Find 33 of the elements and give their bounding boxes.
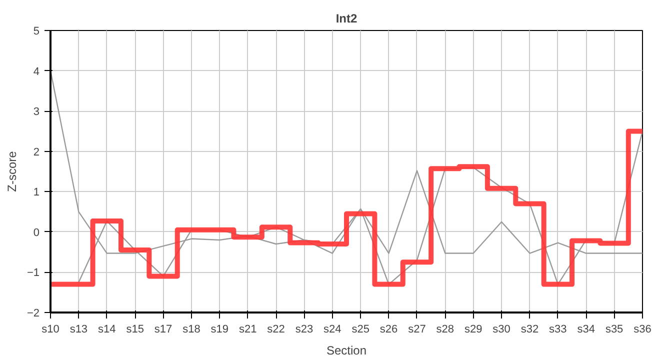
x-tick-label: s28 (436, 324, 454, 336)
x-tick-label: s26 (380, 324, 398, 336)
x-tick-label: s32 (520, 324, 539, 336)
y-tick-label: 3 (33, 106, 40, 118)
x-tick-label: s24 (324, 324, 342, 336)
x-tick-label: s15 (126, 324, 144, 336)
y-tick-label: 2 (33, 146, 40, 158)
x-tick-label: s21 (238, 324, 257, 336)
x-tick-label: s18 (182, 324, 200, 336)
x-tick-label: s23 (295, 324, 314, 336)
chart-title: Int2 (336, 12, 358, 26)
x-tick-label: s33 (549, 324, 567, 336)
x-tick-label: s34 (577, 324, 595, 336)
y-tick-label: 4 (33, 66, 40, 78)
x-axis-title: Section (326, 344, 367, 358)
x-tick-label: s14 (98, 324, 116, 336)
y-axis-title: Z-score (4, 150, 19, 192)
x-tick-label: s17 (154, 324, 172, 336)
y-tick-label: 0 (33, 226, 40, 239)
x-tick-label: s10 (42, 324, 60, 336)
x-tick-label: s29 (464, 324, 482, 336)
x-tick-label: s25 (352, 324, 370, 336)
y-tick-label: −1 (26, 267, 40, 280)
x-tick-label: s36 (634, 324, 652, 336)
x-tick-label: s19 (210, 324, 229, 336)
y-tick-label: 5 (33, 26, 40, 38)
x-tick-label: s13 (70, 324, 88, 336)
x-tick-label: s27 (408, 324, 426, 336)
y-tick-label: 1 (33, 186, 40, 199)
x-tick-label: s22 (267, 324, 285, 336)
x-tick-label: s30 (492, 324, 510, 336)
y-tick-label: −2 (26, 308, 40, 320)
x-tick-label: s35 (605, 324, 624, 336)
